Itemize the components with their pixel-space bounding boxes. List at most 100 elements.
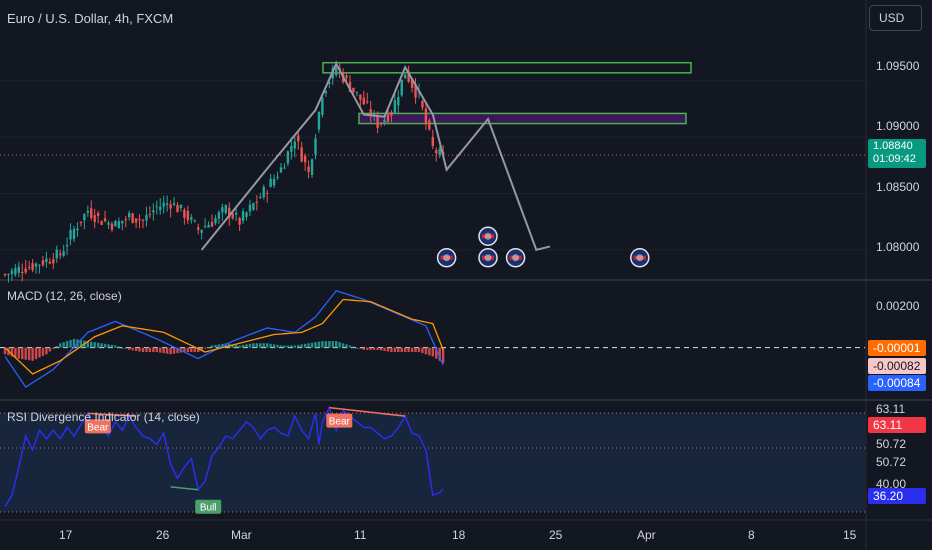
macd-histogram-bar [407,347,410,353]
time-label-2: 26 [156,528,170,542]
macd-histogram-bar [359,347,362,349]
candle-body [228,207,231,218]
candle-body [72,228,76,239]
candle-body [369,109,372,117]
candle-body [152,210,155,213]
candle-body [255,201,259,203]
macd-histogram-bar [414,347,417,353]
price-tick-1: 1.09500 [876,59,920,73]
macd-histogram-bar [197,347,200,353]
macd-histogram-bar [241,344,245,348]
rsi-divergence-badge [326,413,353,428]
candle-body [297,135,300,142]
time-label-1: 17 [59,528,73,542]
macd-histogram-bar [79,340,83,348]
candle-body [335,67,338,76]
macd-histogram-bar [217,344,221,348]
macd-histogram-bar [121,347,124,349]
rsi-band-fill [0,413,865,512]
macd-histogram-bar [224,343,227,348]
candle-body [128,213,131,218]
macd-histogram-bar [24,347,27,360]
candle-body [138,219,141,221]
candle-body [217,212,221,219]
macd-histogram-bar [431,347,434,357]
macd-histogram-bar [172,347,176,354]
candle-body [290,145,293,152]
countdown-value: 01:09:42 [873,153,916,165]
macd-histogram-bar [335,341,338,348]
candle-body [41,260,45,265]
macd-histogram-bar [255,343,259,348]
macd-signal-line [4,298,444,375]
candle-body [266,193,269,195]
macd-histogram-bar [397,347,400,353]
candle-body [83,213,86,221]
rsi-tick-3: 40.00 [876,477,907,491]
candle-body [328,82,331,84]
candle-body [414,84,417,98]
macd-histogram-bar [45,347,48,355]
event-marker-flag-center [636,254,644,262]
candle-body [424,108,428,123]
candle-body [383,119,386,124]
macd-histogram-bar [352,346,355,348]
time-label-9: 15 [843,528,857,542]
currency-button[interactable]: USD [869,5,922,31]
candle-body [10,270,14,274]
macd-histogram-bar [165,347,169,354]
rsi-divergence-line [329,406,406,417]
macd-histogram-bar [14,347,17,358]
candle-body [359,94,362,100]
event-marker-flag-center [443,254,451,262]
candle-body [197,227,200,230]
macd-tag-2: -0.00082 [868,358,926,374]
macd-histogram-bar [310,342,314,348]
macd-histogram-bar [290,345,293,348]
macd-histogram-bar [383,347,386,351]
candle-body [59,253,62,256]
rsi-tag-2: 50.72 [876,455,907,469]
event-marker-flag-center [484,254,492,262]
price-tick-4: 1.08000 [876,240,920,254]
macd-histogram-bar [272,344,276,348]
macd-histogram-bar [55,346,58,348]
candle-body [404,74,407,79]
candle-body [169,204,172,209]
macd-histogram-bar [328,341,331,348]
macd-title: MACD (12, 26, close) [7,289,122,303]
resistance-zone-lower [358,112,687,125]
macd-histogram-bar [307,343,310,348]
macd-histogram-bar [252,343,255,348]
macd-histogram-bar [231,344,234,348]
resistance-zone-upper [322,61,692,74]
candle-body [31,263,34,271]
candle-body [269,178,272,188]
candle-body [214,218,217,224]
candle-body [45,258,48,263]
candle-body [124,218,127,220]
macd-histogram-bar [93,342,96,348]
macd-histogram-bar [376,347,379,350]
candle-body [314,138,317,155]
macd-histogram-bar [421,347,424,354]
macd-histogram-bar [390,347,393,353]
macd-histogram-bar [31,347,34,361]
macd-histogram-bar [10,347,14,357]
candle-body [103,218,107,222]
candle-body [155,206,158,208]
macd-histogram-bar [214,344,217,348]
macd-histogram-bar [393,347,397,353]
candle-body [262,186,265,198]
macd-histogram-bar [193,347,196,353]
candle-body [435,150,438,154]
candle-body [121,220,124,224]
candle-body [86,210,89,213]
candle-body [190,217,193,220]
candle-body [276,176,279,179]
macd-histogram-bar [238,345,241,348]
candle-body [96,212,100,216]
time-label-3: Mar [231,528,252,542]
candle-body [69,229,72,240]
